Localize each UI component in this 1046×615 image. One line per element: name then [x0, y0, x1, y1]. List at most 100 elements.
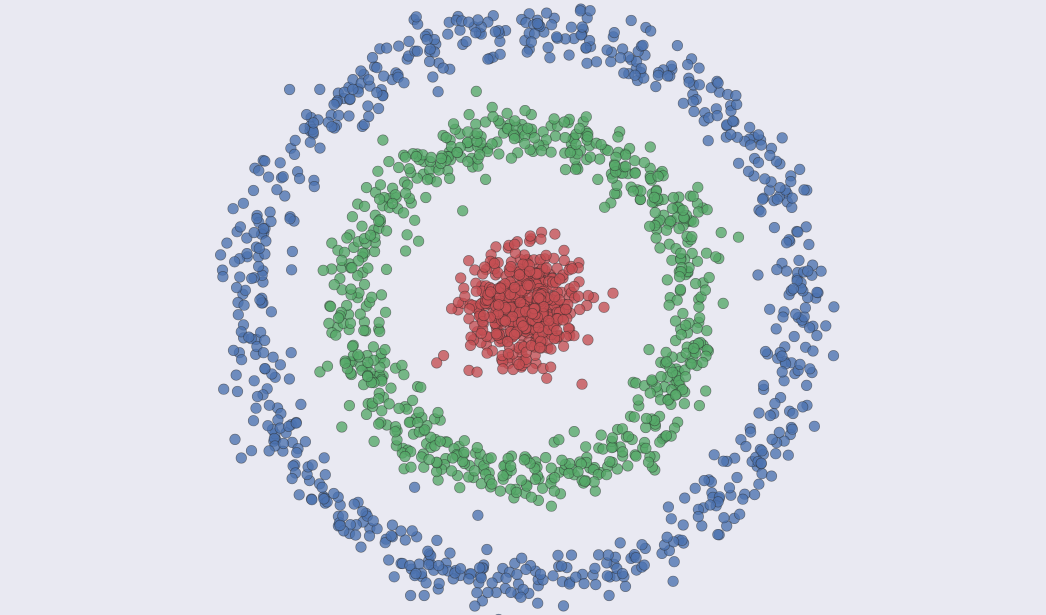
scatter-point	[550, 31, 563, 43]
scatter-point	[524, 230, 536, 242]
scatter-point	[505, 460, 517, 472]
scatter-point	[509, 115, 521, 127]
scatter-point	[606, 442, 618, 454]
scatter-point	[776, 366, 788, 378]
scatter-point	[265, 306, 278, 318]
scatter-point	[780, 265, 793, 277]
scatter-point	[486, 577, 498, 589]
scatter-point	[563, 467, 575, 480]
scatter-point	[606, 432, 619, 444]
scatter-point	[759, 345, 772, 358]
scatter-point	[221, 237, 233, 249]
scatter-point	[368, 435, 380, 448]
scatter-point	[731, 471, 743, 484]
scatter-point	[786, 423, 799, 435]
scatter-point	[704, 499, 716, 511]
scatter-point	[798, 184, 810, 196]
scatter-point	[702, 135, 714, 147]
scatter-point	[277, 171, 289, 183]
scatter-point	[742, 165, 755, 177]
scatter-point	[671, 39, 684, 52]
scatter-point	[566, 263, 578, 275]
scatter-point	[358, 324, 370, 337]
scatter-point	[442, 28, 454, 40]
scatter-point	[622, 430, 635, 443]
scatter-point	[782, 449, 794, 461]
scatter-point	[326, 121, 338, 133]
scatter-point	[399, 151, 412, 163]
scatter-point	[359, 200, 371, 212]
scatter-point	[410, 567, 422, 580]
scatter-point	[374, 179, 387, 191]
scatter-point	[217, 271, 229, 283]
scatter-point	[307, 117, 320, 129]
scatter-point	[253, 165, 265, 177]
scatter-point	[339, 357, 351, 369]
scatter-point	[463, 108, 475, 121]
scatter-point	[547, 570, 559, 582]
scatter-point	[485, 452, 497, 464]
scatter-point	[306, 494, 318, 506]
scatter-point	[519, 104, 531, 117]
scatter-point	[395, 525, 407, 537]
scatter-point	[644, 387, 656, 399]
scatter-point	[692, 510, 704, 523]
scatter-point	[574, 5, 587, 17]
scatter-point	[545, 500, 558, 512]
scatter-point	[373, 215, 385, 227]
scatter-point	[582, 289, 594, 302]
scatter-point	[712, 528, 724, 541]
scatter-point	[489, 26, 501, 38]
scatter-point	[642, 456, 655, 468]
scatter-point	[552, 549, 564, 562]
scatter-point	[588, 476, 600, 488]
scatter-point	[555, 560, 568, 572]
scatter-point	[253, 242, 265, 254]
scatter-point	[355, 65, 367, 77]
scatter-point	[579, 475, 591, 487]
scatter-point	[334, 519, 346, 532]
scatter-point	[319, 469, 331, 481]
scatter-point	[462, 156, 474, 168]
scatter-point	[525, 36, 538, 48]
scatter-point	[701, 325, 713, 337]
scatter-point	[768, 222, 781, 234]
scatter-point	[595, 429, 607, 441]
scatter-point	[238, 299, 250, 311]
scatter-point	[431, 534, 443, 547]
scatter-point	[475, 327, 487, 340]
scatter-point	[494, 48, 506, 60]
scatter-point	[375, 289, 388, 301]
scatter-point	[679, 371, 692, 383]
scatter-point	[717, 455, 730, 467]
scatter-point	[790, 308, 802, 320]
scatter-point	[505, 261, 517, 273]
scatter-point	[600, 469, 613, 481]
scatter-point	[804, 363, 816, 375]
scatter-point	[614, 52, 627, 64]
scatter-point	[301, 108, 313, 121]
scatter-point	[541, 372, 553, 384]
scatter-point	[293, 489, 305, 501]
scatter-point	[398, 207, 410, 219]
scatter-point	[619, 149, 632, 161]
scatter-point	[215, 249, 227, 261]
scatter-point	[410, 151, 422, 163]
scatter-point	[777, 311, 789, 323]
scatter-point	[603, 589, 615, 602]
scatter-point	[776, 350, 788, 362]
scatter-point	[422, 545, 434, 557]
scatter-point	[511, 568, 523, 581]
scatter-point	[793, 254, 805, 266]
scatter-point	[764, 149, 776, 162]
scatter-point	[785, 176, 797, 188]
scatter-point	[407, 394, 419, 407]
scatter-point	[279, 190, 291, 202]
scatter-point	[344, 317, 357, 329]
scatter-point	[616, 567, 629, 580]
scatter-point	[640, 412, 653, 425]
scatter-point	[590, 56, 603, 68]
scatter-point	[479, 261, 491, 273]
scatter-point	[247, 184, 260, 197]
scatter-point	[463, 573, 475, 585]
